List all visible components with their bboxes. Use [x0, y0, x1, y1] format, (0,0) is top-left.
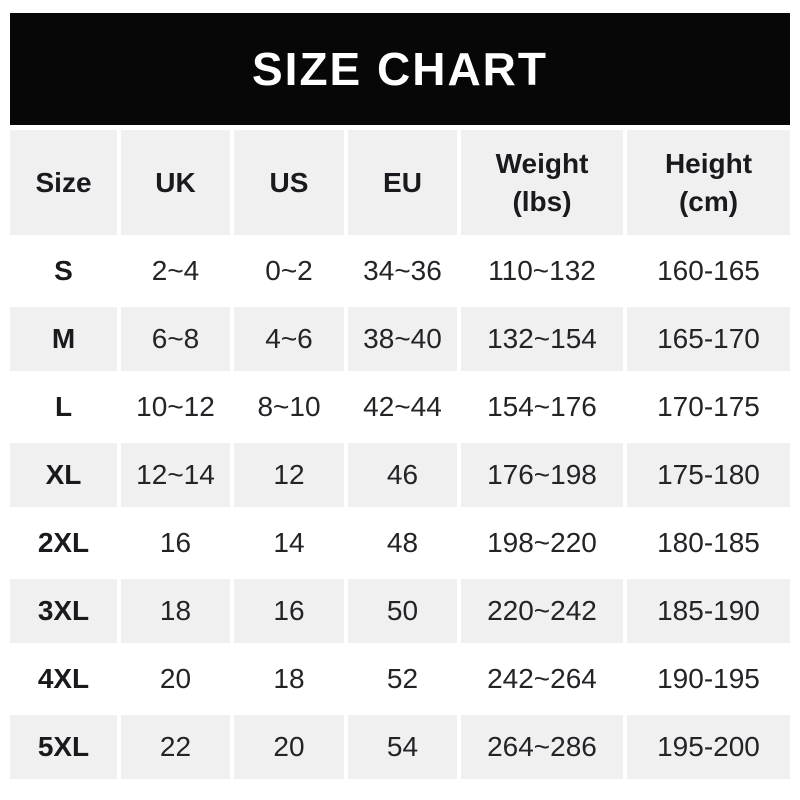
table-cell: 8~10	[234, 375, 344, 439]
table-cell: 175-180	[627, 443, 790, 507]
column-header-label: EU	[383, 166, 422, 198]
table-cell: 165-170	[627, 307, 790, 371]
size-label: L	[10, 375, 117, 439]
table-cell: 0~2	[234, 239, 344, 303]
column-header: Weight (lbs)	[461, 130, 623, 235]
table-cell: 46	[348, 443, 457, 507]
table-cell: 22	[121, 715, 230, 779]
table-cell: 160-165	[627, 239, 790, 303]
table-cell: 2~4	[121, 239, 230, 303]
table-cell: 176~198	[461, 443, 623, 507]
page-title: SIZE CHART	[252, 43, 548, 95]
column-header: EU	[348, 130, 457, 235]
column-header-unit: (lbs)	[512, 185, 572, 217]
table-cell: 50	[348, 579, 457, 643]
column-header: Size	[10, 130, 117, 235]
table-cell: 4~6	[234, 307, 344, 371]
table-cell: 38~40	[348, 307, 457, 371]
size-label: M	[10, 307, 117, 371]
table-cell: 10~12	[121, 375, 230, 439]
table-cell: 198~220	[461, 511, 623, 575]
table-cell: 195-200	[627, 715, 790, 779]
table-cell: 12	[234, 443, 344, 507]
table-cell: 52	[348, 647, 457, 711]
table-cell: 14	[234, 511, 344, 575]
table-cell: 48	[348, 511, 457, 575]
table-cell: 42~44	[348, 375, 457, 439]
table-cell: 20	[121, 647, 230, 711]
table-cell: 12~14	[121, 443, 230, 507]
table-cell: 180-185	[627, 511, 790, 575]
table-cell: 34~36	[348, 239, 457, 303]
table-cell: 154~176	[461, 375, 623, 439]
table-cell: 18	[121, 579, 230, 643]
column-header: UK	[121, 130, 230, 235]
size-label: 5XL	[10, 715, 117, 779]
table-cell: 185-190	[627, 579, 790, 643]
size-table: Size UK US EU Weight (lbs) Height (cm) S…	[10, 130, 790, 779]
table-cell: 110~132	[461, 239, 623, 303]
column-header: Height (cm)	[627, 130, 790, 235]
table-cell: 220~242	[461, 579, 623, 643]
table-cell: 20	[234, 715, 344, 779]
table-cell: 6~8	[121, 307, 230, 371]
column-header-label: Size	[35, 166, 92, 198]
size-label: 2XL	[10, 511, 117, 575]
table-cell: 18	[234, 647, 344, 711]
table-cell: 16	[121, 511, 230, 575]
table-cell: 264~286	[461, 715, 623, 779]
table-cell: 54	[348, 715, 457, 779]
column-header-unit: (cm)	[678, 185, 739, 217]
table-cell: 170-175	[627, 375, 790, 439]
column-header-label: Weight	[495, 147, 589, 179]
title-banner: SIZE CHART	[10, 13, 790, 125]
table-cell: 242~264	[461, 647, 623, 711]
size-label: S	[10, 239, 117, 303]
table-cell: 16	[234, 579, 344, 643]
size-label: 4XL	[10, 647, 117, 711]
table-cell: 190-195	[627, 647, 790, 711]
column-header-label: UK	[155, 166, 196, 198]
size-label: XL	[10, 443, 117, 507]
table-cell: 132~154	[461, 307, 623, 371]
column-header: US	[234, 130, 344, 235]
column-header-label: Height	[664, 147, 753, 179]
size-label: 3XL	[10, 579, 117, 643]
column-header-label: US	[269, 166, 309, 198]
